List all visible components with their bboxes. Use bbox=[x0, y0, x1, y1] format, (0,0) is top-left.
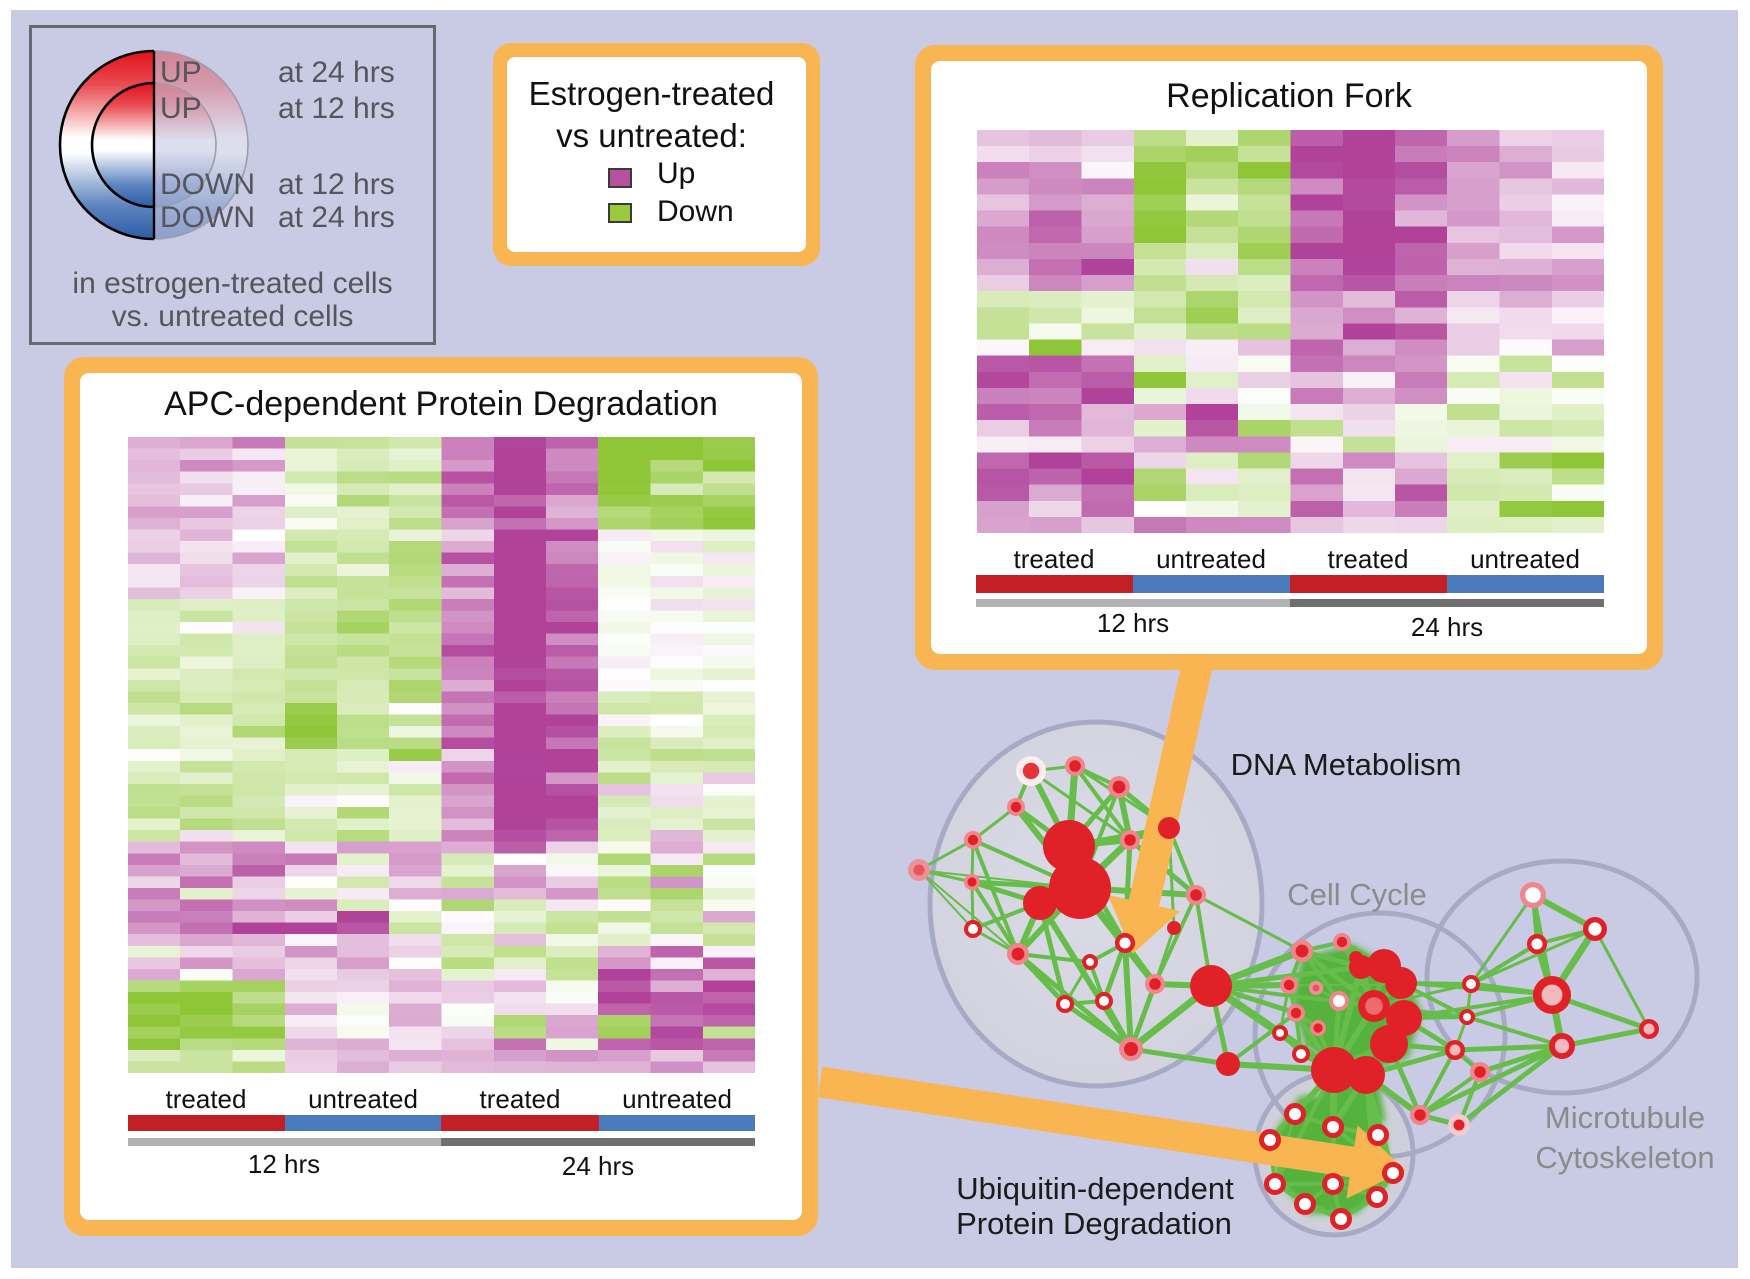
svg-text:Cell Cycle: Cell Cycle bbox=[1287, 877, 1427, 912]
svg-text:Ubiquitin-dependent: Ubiquitin-dependent bbox=[956, 1171, 1234, 1206]
svg-text:Protein Degradation: Protein Degradation bbox=[956, 1206, 1232, 1241]
svg-text:DNA Metabolism: DNA Metabolism bbox=[1231, 747, 1462, 782]
svg-text:Microtubule: Microtubule bbox=[1545, 1100, 1705, 1135]
svg-text:Cytoskeleton: Cytoskeleton bbox=[1535, 1140, 1714, 1175]
